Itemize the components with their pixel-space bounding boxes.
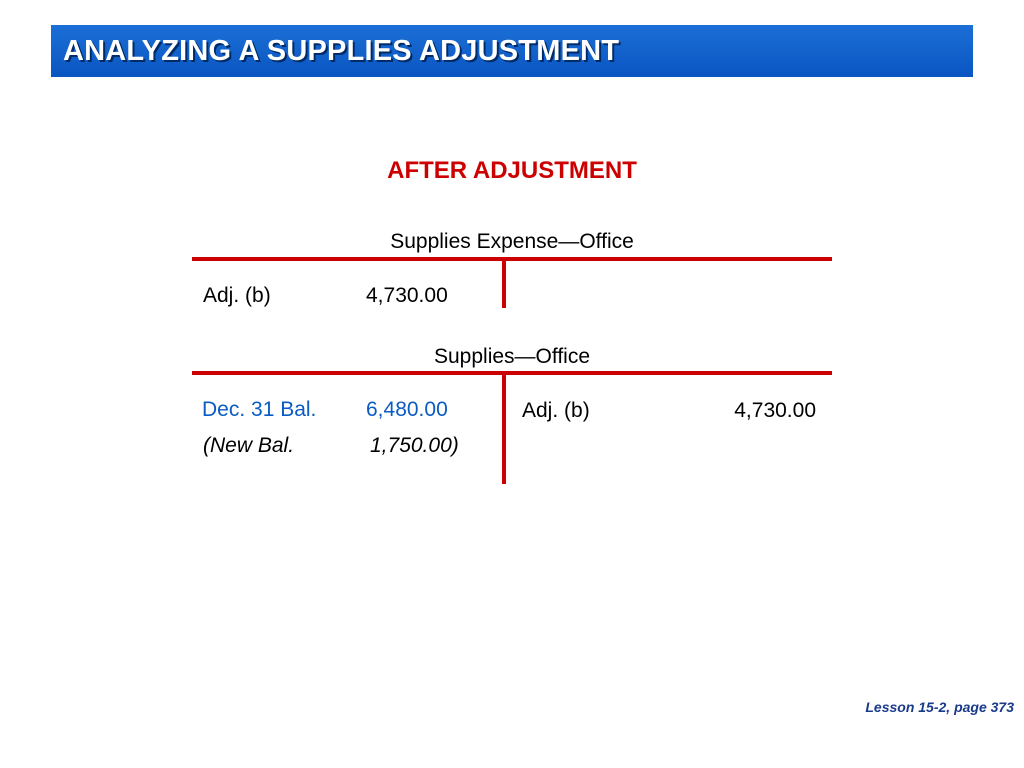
title-bar: ANALYZING A SUPPLIES ADJUSTMENT [51,25,973,77]
slide-title: ANALYZING A SUPPLIES ADJUSTMENT [63,35,620,67]
t-account-top-line [192,371,832,375]
credit-label: Adj. (b) [522,399,590,422]
t-account-top-line [192,257,832,261]
t-account-divider [502,373,506,484]
account-title: Supplies Expense—Office [390,230,634,253]
t-account-divider [502,259,506,308]
debit-label: Dec. 31 Bal. [202,398,317,421]
account-title: Supplies—Office [433,345,591,368]
new-balance-amount: 1,750.00) [370,434,459,457]
credit-amount: 4,730.00 [734,399,816,422]
debit-label: Adj. (b) [203,284,271,307]
new-balance-label: (New Bal. [203,434,295,457]
slide-subtitle: AFTER ADJUSTMENT [387,157,637,184]
debit-amount: 6,480.00 [366,398,448,421]
lesson-reference: Lesson 15-2, page 373 [865,699,1014,715]
debit-amount: 4,730.00 [366,284,448,307]
